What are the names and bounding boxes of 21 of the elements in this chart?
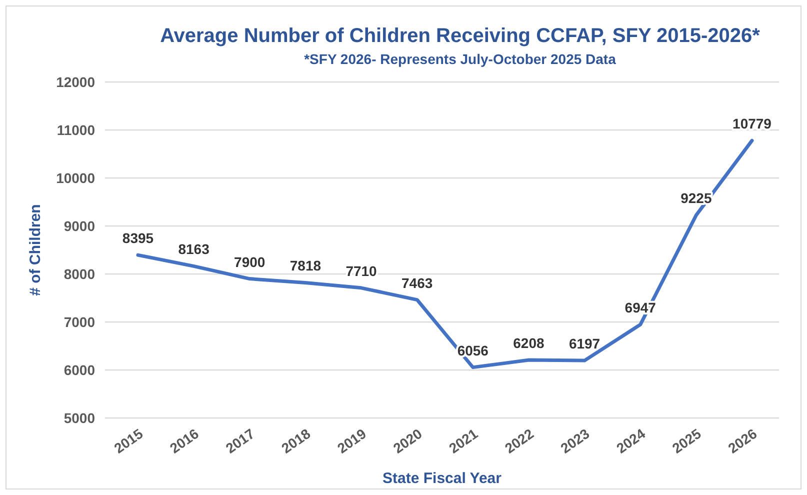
y-tick-label: 11000 [56,122,96,138]
y-tick-label: 8000 [64,266,96,282]
data-label: 10779 [732,116,772,132]
data-label: 7818 [290,258,322,274]
y-tick-label: 9000 [64,218,96,234]
y-tick-label: 12000 [56,74,96,90]
data-label: 7710 [346,262,378,279]
data-label: 7463 [402,274,433,291]
chart-title: Average Number of Children Receiving CCFAP, SFY 2015-2026* [160,25,760,47]
data-label: 8395 [122,230,154,246]
data-label: 6208 [513,335,545,352]
y-tick-label: 7000 [64,314,96,330]
y-tick-label: 5000 [64,410,96,426]
y-tick-label: 10000 [56,170,96,186]
data-label: 7900 [234,254,266,270]
y-tick-label: 6000 [64,362,96,378]
x-axis-title: State Fiscal Year [382,470,502,487]
data-label: 6197 [568,336,600,352]
data-label: 8163 [178,241,210,258]
chart-subtitle: *SFY 2026- Represents July-October 2025 Data [304,51,616,67]
y-axis-title: # of Children [27,204,44,296]
